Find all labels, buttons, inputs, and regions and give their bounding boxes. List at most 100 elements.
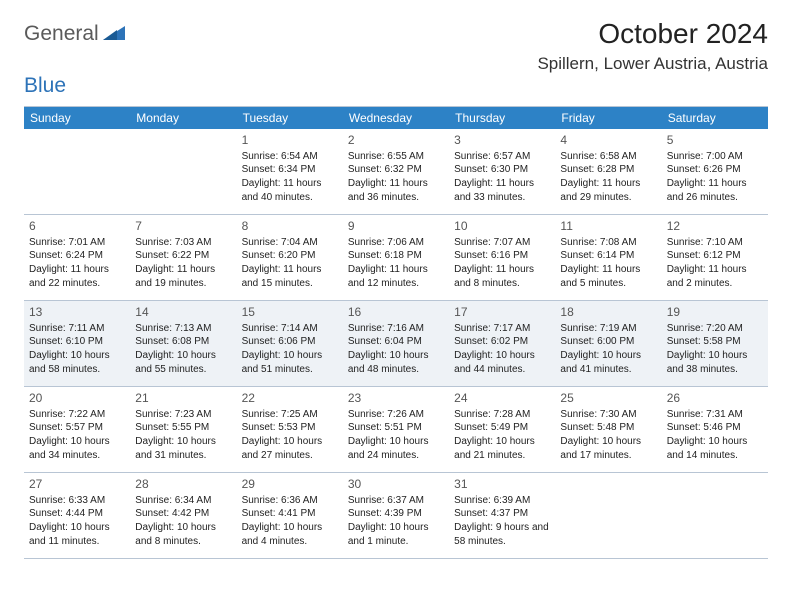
sunrise-text: Sunrise: 7:16 AM bbox=[348, 322, 444, 336]
day-cell: 3Sunrise: 6:57 AMSunset: 6:30 PMDaylight… bbox=[449, 129, 555, 215]
day-number: 11 bbox=[560, 218, 656, 235]
sunset-text: Sunset: 5:55 PM bbox=[135, 421, 231, 435]
sunset-text: Sunset: 6:10 PM bbox=[29, 335, 125, 349]
daylight-text: Daylight: 10 hours and 51 minutes. bbox=[242, 349, 338, 377]
logo: General bbox=[24, 22, 127, 46]
day-header: Saturday bbox=[662, 107, 768, 129]
day-cell: 11Sunrise: 7:08 AMSunset: 6:14 PMDayligh… bbox=[555, 215, 661, 301]
daylight-text: Daylight: 11 hours and 19 minutes. bbox=[135, 263, 231, 291]
sunset-text: Sunset: 4:42 PM bbox=[135, 507, 231, 521]
day-cell: 10Sunrise: 7:07 AMSunset: 6:16 PMDayligh… bbox=[449, 215, 555, 301]
sunset-text: Sunset: 6:22 PM bbox=[135, 249, 231, 263]
day-cell: 17Sunrise: 7:17 AMSunset: 6:02 PMDayligh… bbox=[449, 301, 555, 387]
day-number: 10 bbox=[454, 218, 550, 235]
sunrise-text: Sunrise: 7:01 AM bbox=[29, 236, 125, 250]
day-cell: 30Sunrise: 6:37 AMSunset: 4:39 PMDayligh… bbox=[343, 473, 449, 559]
daylight-text: Daylight: 11 hours and 26 minutes. bbox=[667, 177, 763, 205]
day-cell: 31Sunrise: 6:39 AMSunset: 4:37 PMDayligh… bbox=[449, 473, 555, 559]
day-number: 12 bbox=[667, 218, 763, 235]
sunset-text: Sunset: 6:06 PM bbox=[242, 335, 338, 349]
day-cell: 22Sunrise: 7:25 AMSunset: 5:53 PMDayligh… bbox=[237, 387, 343, 473]
sunset-text: Sunset: 6:28 PM bbox=[560, 163, 656, 177]
day-header: Sunday bbox=[24, 107, 130, 129]
daylight-text: Daylight: 11 hours and 33 minutes. bbox=[454, 177, 550, 205]
calendar-grid: SundayMondayTuesdayWednesdayThursdayFrid… bbox=[24, 106, 768, 559]
day-cell: 4Sunrise: 6:58 AMSunset: 6:28 PMDaylight… bbox=[555, 129, 661, 215]
sunset-text: Sunset: 6:08 PM bbox=[135, 335, 231, 349]
sunrise-text: Sunrise: 6:58 AM bbox=[560, 150, 656, 164]
day-number: 16 bbox=[348, 304, 444, 321]
sunset-text: Sunset: 6:14 PM bbox=[560, 249, 656, 263]
day-number: 31 bbox=[454, 476, 550, 493]
sunset-text: Sunset: 6:30 PM bbox=[454, 163, 550, 177]
sunrise-text: Sunrise: 7:07 AM bbox=[454, 236, 550, 250]
daylight-text: Daylight: 11 hours and 5 minutes. bbox=[560, 263, 656, 291]
day-cell: 20Sunrise: 7:22 AMSunset: 5:57 PMDayligh… bbox=[24, 387, 130, 473]
daylight-text: Daylight: 10 hours and 21 minutes. bbox=[454, 435, 550, 463]
daylight-text: Daylight: 10 hours and 1 minute. bbox=[348, 521, 444, 549]
title-block: October 2024 Spillern, Lower Austria, Au… bbox=[537, 18, 768, 74]
sunset-text: Sunset: 5:51 PM bbox=[348, 421, 444, 435]
sunrise-text: Sunrise: 7:11 AM bbox=[29, 322, 125, 336]
sunset-text: Sunset: 4:44 PM bbox=[29, 507, 125, 521]
daylight-text: Daylight: 10 hours and 27 minutes. bbox=[242, 435, 338, 463]
sunset-text: Sunset: 4:39 PM bbox=[348, 507, 444, 521]
day-cell: 24Sunrise: 7:28 AMSunset: 5:49 PMDayligh… bbox=[449, 387, 555, 473]
sunset-text: Sunset: 6:20 PM bbox=[242, 249, 338, 263]
day-number: 28 bbox=[135, 476, 231, 493]
day-number: 2 bbox=[348, 132, 444, 149]
daylight-text: Daylight: 10 hours and 11 minutes. bbox=[29, 521, 125, 549]
sunrise-text: Sunrise: 7:26 AM bbox=[348, 408, 444, 422]
sunrise-text: Sunrise: 6:39 AM bbox=[454, 494, 550, 508]
day-number: 27 bbox=[29, 476, 125, 493]
day-number: 21 bbox=[135, 390, 231, 407]
day-cell: 19Sunrise: 7:20 AMSunset: 5:58 PMDayligh… bbox=[662, 301, 768, 387]
day-number: 1 bbox=[242, 132, 338, 149]
daylight-text: Daylight: 11 hours and 22 minutes. bbox=[29, 263, 125, 291]
daylight-text: Daylight: 11 hours and 40 minutes. bbox=[242, 177, 338, 205]
sunrise-text: Sunrise: 7:31 AM bbox=[667, 408, 763, 422]
sunrise-text: Sunrise: 6:54 AM bbox=[242, 150, 338, 164]
sunset-text: Sunset: 5:57 PM bbox=[29, 421, 125, 435]
day-header: Wednesday bbox=[343, 107, 449, 129]
day-cell: 29Sunrise: 6:36 AMSunset: 4:41 PMDayligh… bbox=[237, 473, 343, 559]
sunset-text: Sunset: 5:46 PM bbox=[667, 421, 763, 435]
sunrise-text: Sunrise: 6:33 AM bbox=[29, 494, 125, 508]
sunrise-text: Sunrise: 6:36 AM bbox=[242, 494, 338, 508]
sunrise-text: Sunrise: 6:57 AM bbox=[454, 150, 550, 164]
sunset-text: Sunset: 6:00 PM bbox=[560, 335, 656, 349]
sunrise-text: Sunrise: 7:06 AM bbox=[348, 236, 444, 250]
day-cell: 9Sunrise: 7:06 AMSunset: 6:18 PMDaylight… bbox=[343, 215, 449, 301]
day-cell: 6Sunrise: 7:01 AMSunset: 6:24 PMDaylight… bbox=[24, 215, 130, 301]
sunset-text: Sunset: 5:58 PM bbox=[667, 335, 763, 349]
daylight-text: Daylight: 11 hours and 2 minutes. bbox=[667, 263, 763, 291]
sunset-text: Sunset: 5:53 PM bbox=[242, 421, 338, 435]
daylight-text: Daylight: 10 hours and 38 minutes. bbox=[667, 349, 763, 377]
sunrise-text: Sunrise: 7:03 AM bbox=[135, 236, 231, 250]
sunrise-text: Sunrise: 7:19 AM bbox=[560, 322, 656, 336]
daylight-text: Daylight: 11 hours and 12 minutes. bbox=[348, 263, 444, 291]
day-header: Tuesday bbox=[237, 107, 343, 129]
sunset-text: Sunset: 5:49 PM bbox=[454, 421, 550, 435]
daylight-text: Daylight: 11 hours and 8 minutes. bbox=[454, 263, 550, 291]
day-number: 9 bbox=[348, 218, 444, 235]
sunset-text: Sunset: 6:16 PM bbox=[454, 249, 550, 263]
day-cell: 15Sunrise: 7:14 AMSunset: 6:06 PMDayligh… bbox=[237, 301, 343, 387]
sunset-text: Sunset: 6:18 PM bbox=[348, 249, 444, 263]
sunrise-text: Sunrise: 7:23 AM bbox=[135, 408, 231, 422]
sunrise-text: Sunrise: 6:34 AM bbox=[135, 494, 231, 508]
day-header: Thursday bbox=[449, 107, 555, 129]
day-cell bbox=[662, 473, 768, 559]
day-number: 3 bbox=[454, 132, 550, 149]
daylight-text: Daylight: 10 hours and 58 minutes. bbox=[29, 349, 125, 377]
day-number: 14 bbox=[135, 304, 231, 321]
day-cell: 1Sunrise: 6:54 AMSunset: 6:34 PMDaylight… bbox=[237, 129, 343, 215]
sunrise-text: Sunrise: 6:37 AM bbox=[348, 494, 444, 508]
day-number: 26 bbox=[667, 390, 763, 407]
month-title: October 2024 bbox=[537, 18, 768, 50]
sunrise-text: Sunrise: 7:22 AM bbox=[29, 408, 125, 422]
day-number: 22 bbox=[242, 390, 338, 407]
day-number: 30 bbox=[348, 476, 444, 493]
sunset-text: Sunset: 6:26 PM bbox=[667, 163, 763, 177]
sunset-text: Sunset: 6:02 PM bbox=[454, 335, 550, 349]
